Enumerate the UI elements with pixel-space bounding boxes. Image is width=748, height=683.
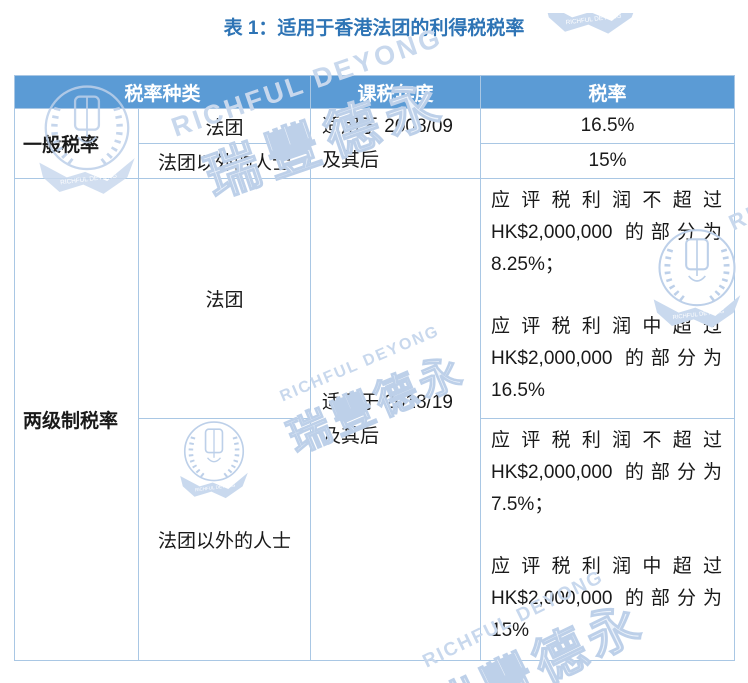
cell-rate-detail-corporation: 应评税利润不超过 HK$2,000,000 的部分为 8.25%； 应评税利润中… bbox=[480, 178, 736, 419]
profits-tax-rate-table: 税率种类 课税年度 税率 一般税率 法团 适用于 2008/09 及其后 16.… bbox=[13, 75, 736, 661]
cell-category-general: 一般税率 bbox=[14, 108, 139, 179]
rate-paragraph: 应评税利润中超过 HK$2,000,000 的部分为 16.5% bbox=[491, 316, 723, 401]
cell-entity-unincorporated: 法团以外的人士 bbox=[137, 143, 312, 179]
cell-category-two-tiered: 两级制税率 bbox=[14, 178, 139, 661]
cell-rate-detail-unincorporated: 应评税利润不超过 HK$2,000,000 的部分为 7.5%； 应评税利润中超… bbox=[480, 418, 736, 661]
header-rate: 税率 bbox=[480, 75, 736, 109]
header-rate-type: 税率种类 bbox=[13, 75, 312, 109]
table-row: 法团以外的人士 15% bbox=[15, 143, 736, 179]
rate-paragraph: 应评税利润中超过 HK$2,000,000 的部分为 15% bbox=[491, 556, 723, 641]
header-assessment-year: 课税年度 bbox=[310, 75, 482, 109]
cell-rate-corporation: 16.5% bbox=[480, 108, 736, 144]
table-row: 两级制税率 法团 适用于 2018/19 及其后 应评税利润不超过 HK$2,0… bbox=[14, 178, 736, 661]
rate-paragraph: 应评税利润不超过 HK$2,000,000 的部分为 7.5%； bbox=[491, 430, 723, 515]
cell-period-2018-19: 适用于 2018/19 及其后 bbox=[310, 178, 482, 661]
cell-period-2008-09: 适用于 2008/09 及其后 bbox=[310, 108, 482, 179]
cell-entity-corporation: 法团 bbox=[137, 108, 312, 144]
page-title: 表 1：适用于香港法团的利得税税率 bbox=[223, 18, 525, 39]
cell-entity-corporation-two-tiered: 法团 bbox=[137, 178, 312, 419]
table-row: 法团以外的人士 应评税利润不超过 HK$2,000,000 的部分为 7.5%；… bbox=[15, 418, 736, 661]
rate-paragraph: 应评税利润不超过 HK$2,000,000 的部分为 8.25%； bbox=[491, 190, 723, 275]
document-page: 表 1：适用于香港法团的利得税税率 税率种类 课税年度 税率 一般税率 法团 适… bbox=[0, 13, 748, 683]
table-row: 一般税率 法团 适用于 2008/09 及其后 16.5% bbox=[14, 108, 736, 179]
cell-rate-unincorporated: 15% bbox=[480, 143, 736, 179]
table-header-row: 税率种类 课税年度 税率 bbox=[13, 75, 736, 109]
cell-entity-unincorporated-two-tiered: 法团以外的人士 bbox=[137, 418, 312, 661]
